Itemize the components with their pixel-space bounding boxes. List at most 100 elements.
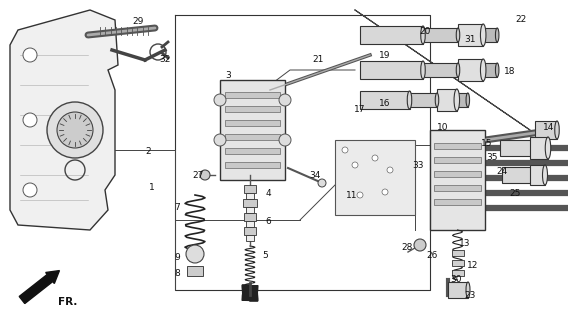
Ellipse shape <box>466 282 470 298</box>
Ellipse shape <box>542 165 548 185</box>
Text: 14: 14 <box>544 124 555 132</box>
Bar <box>225 148 280 154</box>
Circle shape <box>279 94 291 106</box>
Ellipse shape <box>407 91 412 109</box>
Bar <box>423 63 458 77</box>
Ellipse shape <box>495 63 499 77</box>
Text: 5: 5 <box>262 251 268 260</box>
Bar <box>246 221 254 227</box>
Circle shape <box>382 189 388 195</box>
Bar <box>452 270 464 276</box>
Ellipse shape <box>481 59 486 81</box>
Circle shape <box>200 170 210 180</box>
Text: 34: 34 <box>310 171 321 180</box>
Bar <box>434 185 481 191</box>
Bar <box>335 140 415 215</box>
Bar <box>360 26 423 44</box>
Text: 13: 13 <box>460 238 471 247</box>
Circle shape <box>23 183 37 197</box>
Bar <box>225 162 280 168</box>
Text: 26: 26 <box>427 251 438 260</box>
Circle shape <box>342 147 348 153</box>
Bar <box>434 143 481 149</box>
Bar <box>437 89 457 111</box>
Bar <box>483 63 497 77</box>
Text: 19: 19 <box>379 51 391 60</box>
Bar <box>360 91 410 109</box>
Text: 11: 11 <box>346 190 358 199</box>
Text: 10: 10 <box>437 123 449 132</box>
Text: 20: 20 <box>419 28 431 36</box>
Bar <box>220 80 285 180</box>
Circle shape <box>47 102 103 158</box>
Ellipse shape <box>456 63 460 77</box>
Bar <box>244 213 256 221</box>
Text: 35: 35 <box>486 153 498 162</box>
Bar <box>434 171 481 177</box>
Bar <box>535 121 557 139</box>
Bar <box>530 165 545 185</box>
Bar <box>225 134 280 140</box>
Ellipse shape <box>466 93 470 107</box>
Text: 29: 29 <box>132 18 144 27</box>
Text: 31: 31 <box>464 36 476 44</box>
Circle shape <box>387 167 393 173</box>
Bar <box>246 193 254 199</box>
Circle shape <box>23 48 37 62</box>
Text: 21: 21 <box>312 55 324 65</box>
Text: 33: 33 <box>412 161 424 170</box>
Polygon shape <box>10 10 118 230</box>
FancyArrow shape <box>19 271 60 304</box>
Text: 2: 2 <box>145 148 151 156</box>
Text: 12: 12 <box>467 260 479 269</box>
Bar <box>430 130 485 230</box>
Ellipse shape <box>542 167 546 183</box>
Text: FR.: FR. <box>58 297 77 307</box>
Bar <box>458 24 483 46</box>
Circle shape <box>214 134 226 146</box>
Circle shape <box>279 134 291 146</box>
Text: 1: 1 <box>149 183 155 193</box>
Circle shape <box>318 179 326 187</box>
Text: 23: 23 <box>464 291 475 300</box>
Circle shape <box>352 162 358 168</box>
Bar <box>457 93 468 107</box>
Circle shape <box>186 245 204 263</box>
Bar <box>502 167 544 183</box>
Text: 24: 24 <box>496 167 508 177</box>
Bar <box>244 227 256 235</box>
Bar <box>458 59 483 81</box>
Ellipse shape <box>481 24 486 46</box>
Bar <box>434 199 481 205</box>
Text: 32: 32 <box>159 55 171 65</box>
Text: 25: 25 <box>509 188 521 197</box>
Bar <box>243 199 257 207</box>
Bar <box>225 92 280 98</box>
Ellipse shape <box>495 28 499 42</box>
Circle shape <box>372 155 378 161</box>
Text: 30: 30 <box>450 276 462 284</box>
Ellipse shape <box>456 28 460 42</box>
Bar <box>244 185 256 193</box>
Bar <box>448 282 468 298</box>
Text: 3: 3 <box>225 70 231 79</box>
Bar <box>246 207 254 213</box>
Text: 18: 18 <box>504 68 516 76</box>
Bar <box>360 61 423 79</box>
Bar <box>483 28 497 42</box>
Ellipse shape <box>543 140 547 156</box>
Bar <box>530 137 548 159</box>
Text: 9: 9 <box>174 253 180 262</box>
Bar <box>423 28 458 42</box>
Bar <box>452 260 464 266</box>
Bar <box>500 140 545 156</box>
Bar <box>434 157 481 163</box>
Circle shape <box>214 94 226 106</box>
Bar <box>225 106 280 112</box>
Text: 15: 15 <box>481 139 493 148</box>
Ellipse shape <box>421 61 425 79</box>
Circle shape <box>357 192 363 198</box>
Circle shape <box>23 113 37 127</box>
Text: 6: 6 <box>265 218 271 227</box>
Bar <box>410 93 437 107</box>
